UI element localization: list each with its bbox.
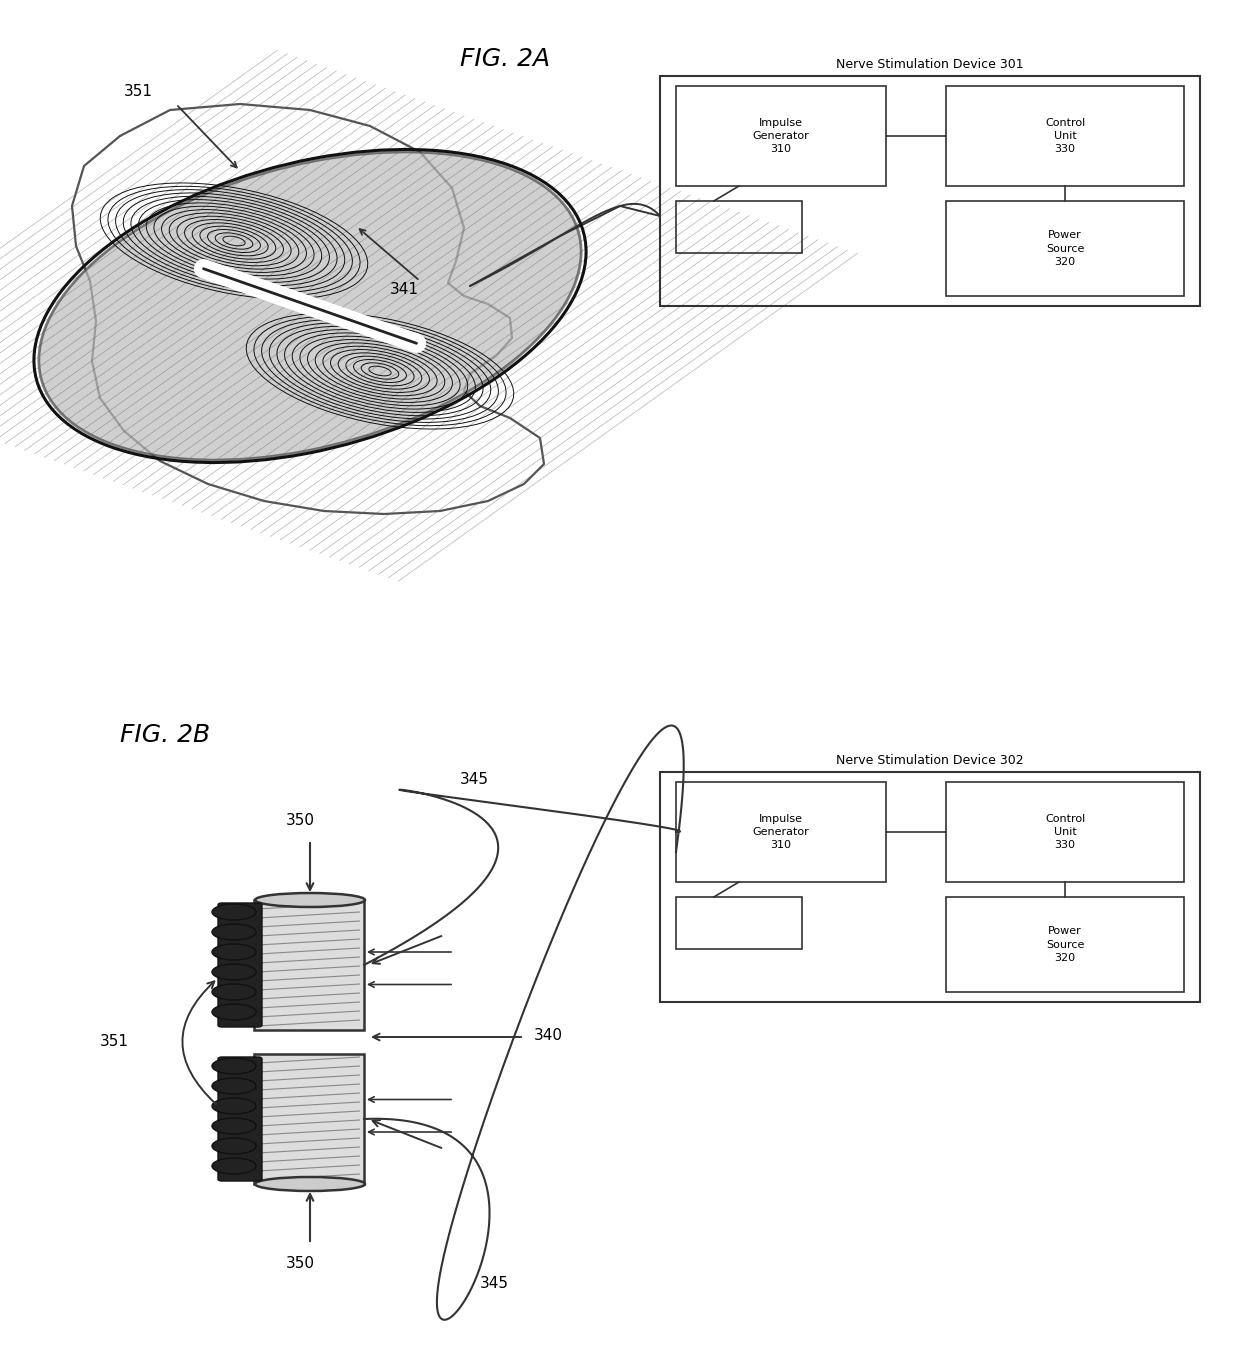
Ellipse shape xyxy=(255,1178,365,1191)
Ellipse shape xyxy=(212,984,255,1000)
Text: Power
Source
320: Power Source 320 xyxy=(1045,230,1084,266)
Text: Nerve Stimulation Device 301: Nerve Stimulation Device 301 xyxy=(836,58,1024,72)
Ellipse shape xyxy=(212,964,255,980)
Text: 345: 345 xyxy=(460,772,489,787)
Text: 351: 351 xyxy=(99,1034,129,1049)
Text: Control
Unit
330: Control Unit 330 xyxy=(1045,118,1085,154)
Ellipse shape xyxy=(212,1098,255,1114)
Text: Nerve Stimulation Device 302: Nerve Stimulation Device 302 xyxy=(836,754,1024,767)
Ellipse shape xyxy=(212,923,255,940)
Ellipse shape xyxy=(212,1059,255,1073)
Text: FIG. 2A: FIG. 2A xyxy=(460,47,551,72)
Text: Impulse
Generator
310: Impulse Generator 310 xyxy=(753,814,810,850)
Text: Control
Unit
330: Control Unit 330 xyxy=(1045,814,1085,850)
FancyBboxPatch shape xyxy=(254,900,365,1030)
Text: 341: 341 xyxy=(391,283,419,297)
Ellipse shape xyxy=(212,944,255,960)
Ellipse shape xyxy=(212,904,255,919)
Ellipse shape xyxy=(212,1138,255,1155)
Text: Power
Source
320: Power Source 320 xyxy=(1045,926,1084,963)
Text: Impulse
Generator
310: Impulse Generator 310 xyxy=(753,118,810,154)
Ellipse shape xyxy=(255,894,365,907)
Ellipse shape xyxy=(212,1118,255,1134)
Text: 345: 345 xyxy=(480,1276,508,1291)
Ellipse shape xyxy=(212,1005,255,1019)
Text: FIG. 2B: FIG. 2B xyxy=(120,723,210,748)
FancyBboxPatch shape xyxy=(218,1057,262,1182)
Text: 351: 351 xyxy=(124,84,153,99)
Text: 350: 350 xyxy=(285,813,315,827)
FancyBboxPatch shape xyxy=(254,1055,365,1184)
FancyBboxPatch shape xyxy=(218,903,262,1028)
Ellipse shape xyxy=(212,1159,255,1174)
Text: 340: 340 xyxy=(534,1028,563,1042)
Text: 350: 350 xyxy=(285,1256,315,1271)
Ellipse shape xyxy=(212,1078,255,1094)
Ellipse shape xyxy=(38,151,582,460)
